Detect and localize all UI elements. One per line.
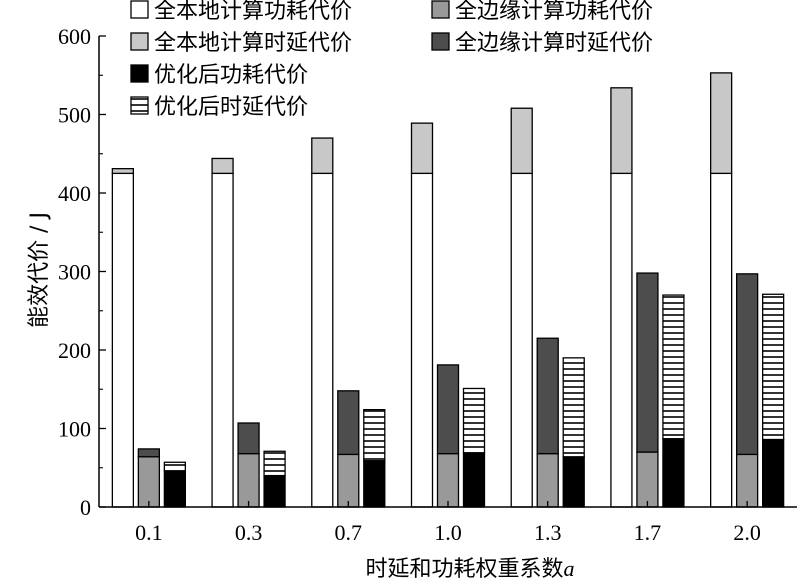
legend-label: 全本地计算时延代价 xyxy=(154,31,352,56)
bar-全边缘计算-delay-1.0 xyxy=(436,364,460,455)
bar-全边缘计算-delay-0.1 xyxy=(137,448,161,458)
bar-全边缘计算-power-1.7 xyxy=(636,451,659,508)
bar-优化后-delay-0.1 xyxy=(163,461,187,472)
bar-全边缘计算-power-0.1 xyxy=(137,456,161,508)
bar-全本地计算-power-2.0 xyxy=(709,172,733,508)
bar-全边缘计算-delay-1.3 xyxy=(536,337,559,455)
x-tick-label: 1.3 xyxy=(534,520,562,545)
legend-label: 全本地计算功耗代价 xyxy=(154,0,352,24)
y-tick-label: 0 xyxy=(80,495,91,520)
bar-全本地计算-power-1.0 xyxy=(410,172,434,508)
bar-全本地计算-delay-1.7 xyxy=(610,87,633,175)
bar-全边缘计算-delay-0.7 xyxy=(337,390,360,456)
plot-area xyxy=(111,72,785,508)
y-tick-label: 300 xyxy=(58,260,91,285)
bar-全本地计算-power-1.7 xyxy=(610,172,633,508)
x-axis-label-var: a xyxy=(564,556,575,581)
bar-全本地计算-delay-2.0 xyxy=(709,72,733,175)
bar-优化后-power-0.3 xyxy=(263,474,286,508)
bar-全边缘计算-power-0.3 xyxy=(237,452,260,508)
bar-优化后-delay-1.3 xyxy=(562,357,585,458)
bar-全本地计算-delay-0.3 xyxy=(211,157,234,175)
bar-优化后-delay-1.0 xyxy=(462,387,486,454)
y-axis-label: 能效代价 / J xyxy=(27,212,52,328)
bar-全边缘计算-power-0.7 xyxy=(337,453,360,508)
bar-全边缘计算-delay-2.0 xyxy=(735,273,759,456)
bar-全边缘计算-power-1.3 xyxy=(536,452,559,508)
y-tick-label: 100 xyxy=(58,417,91,442)
legend-swatch xyxy=(130,0,149,19)
legend-swatch xyxy=(130,32,149,51)
legend-label: 优化后时延代价 xyxy=(154,95,308,120)
legend-label: 全边缘计算功耗代价 xyxy=(455,0,653,24)
bar-优化后-power-2.0 xyxy=(761,438,785,508)
bar-优化后-delay-2.0 xyxy=(761,293,785,441)
bar-优化后-delay-0.7 xyxy=(363,409,386,462)
bar-优化后-delay-1.7 xyxy=(662,294,685,440)
bar-全本地计算-delay-0.1 xyxy=(111,168,135,175)
bar-优化后-power-1.3 xyxy=(562,456,585,508)
y-tick-label: 500 xyxy=(58,103,91,128)
bar-优化后-power-0.7 xyxy=(363,460,386,508)
bar-全边缘计算-delay-0.3 xyxy=(237,422,260,455)
bar-全本地计算-power-0.7 xyxy=(311,172,334,508)
bar-全本地计算-delay-0.7 xyxy=(311,137,334,175)
bar-全本地计算-power-1.3 xyxy=(510,172,533,508)
x-tick-label: 1.7 xyxy=(634,520,662,545)
x-axis-label-text: 时延和功耗权重系数 xyxy=(365,557,563,582)
bar-优化后-power-1.0 xyxy=(462,452,486,508)
legend-label: 全边缘计算时延代价 xyxy=(455,31,653,56)
legend-swatch xyxy=(130,96,149,115)
bar-全本地计算-power-0.3 xyxy=(211,172,234,508)
bar-全本地计算-delay-1.0 xyxy=(410,122,434,175)
bar-全边缘计算-power-2.0 xyxy=(735,453,759,508)
y-tick-label: 200 xyxy=(58,338,91,363)
y-tick-label: 400 xyxy=(58,181,91,206)
x-axis-label: 时延和功耗权重系数a xyxy=(365,556,574,582)
x-tick-label: 1.0 xyxy=(434,520,462,545)
bar-全边缘计算-delay-1.7 xyxy=(636,272,659,453)
legend-label: 优化后功耗代价 xyxy=(154,63,308,88)
x-tick-label: 0.1 xyxy=(135,520,163,545)
legend-swatch xyxy=(431,32,450,51)
bar-全本地计算-delay-1.3 xyxy=(510,107,533,175)
bar-优化后-delay-0.3 xyxy=(263,450,286,477)
bar-全边缘计算-power-1.0 xyxy=(436,452,460,508)
bar-全本地计算-power-0.1 xyxy=(111,172,135,508)
y-tick-label: 600 xyxy=(58,24,91,49)
x-tick-label: 2.0 xyxy=(733,520,761,545)
bar-优化后-power-0.1 xyxy=(163,470,187,508)
legend-swatch xyxy=(130,64,149,83)
axes: 0 100 200 300 400 500 600 0.1 0.3 0.7 1.0 1.3 1.7 2.0 xyxy=(58,24,797,545)
bar-优化后-power-1.7 xyxy=(662,438,685,508)
x-tick-label: 0.7 xyxy=(335,520,363,545)
legend-swatch xyxy=(431,0,450,19)
x-tick-label: 0.3 xyxy=(235,520,263,545)
